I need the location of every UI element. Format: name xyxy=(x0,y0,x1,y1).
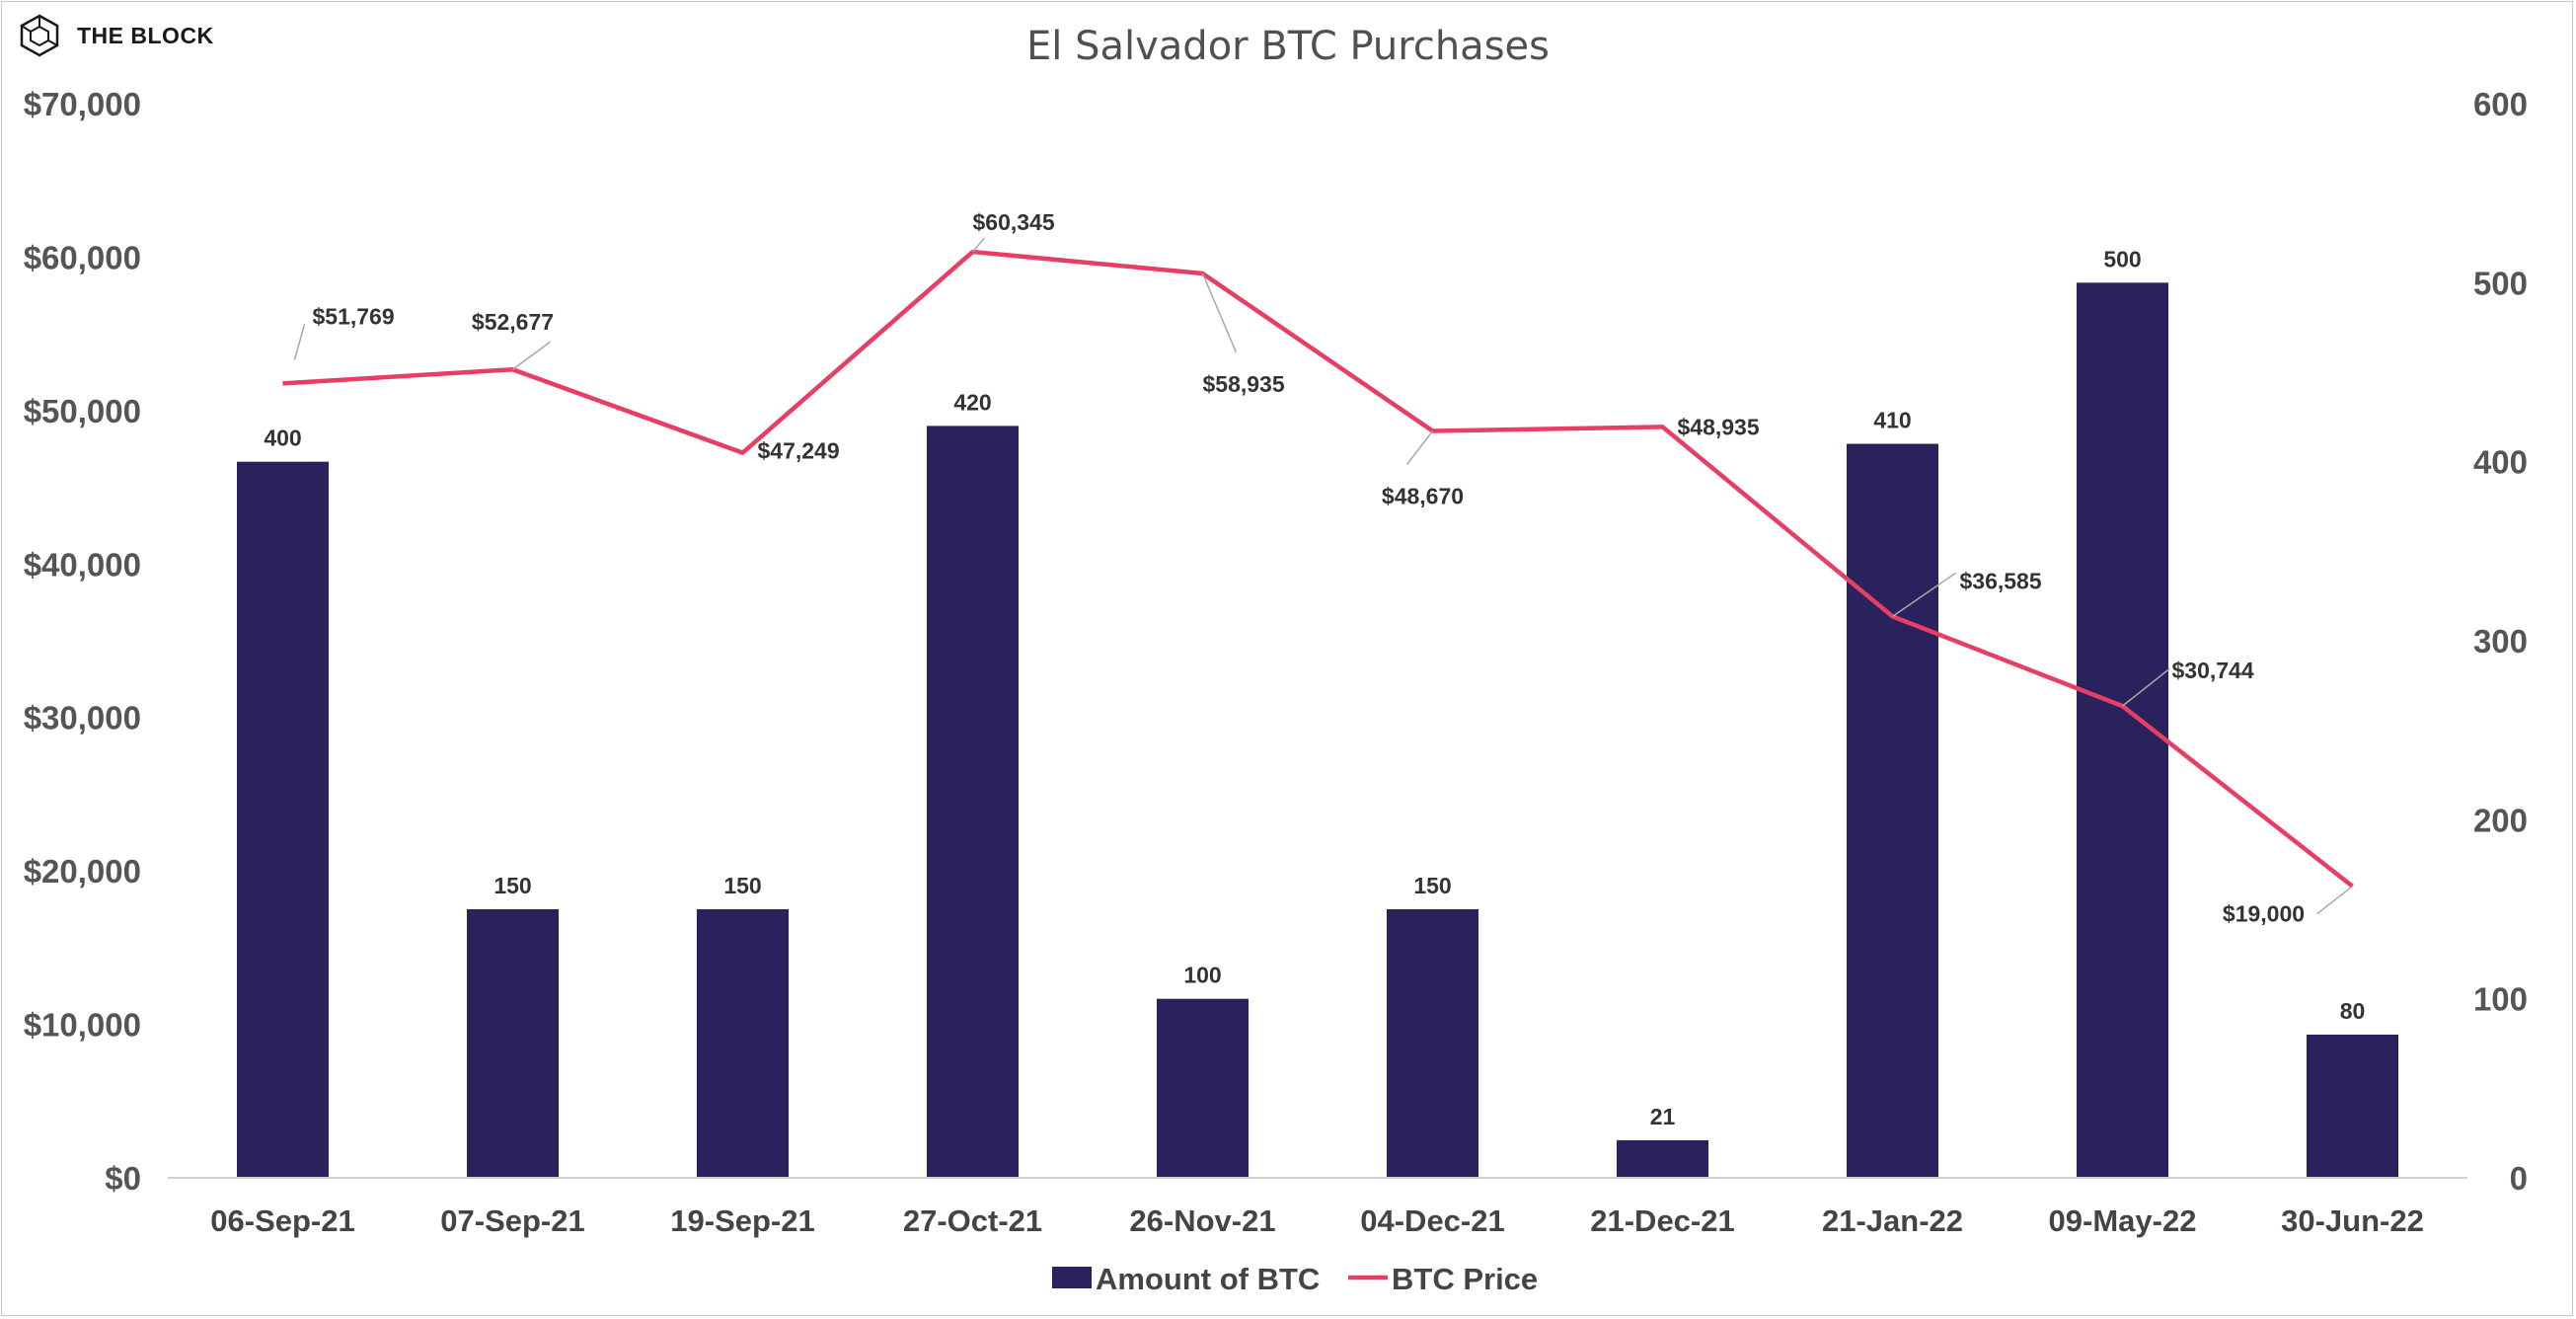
price-label-leader-line xyxy=(1405,430,1434,465)
price-line xyxy=(282,249,2354,889)
y-left-tick-label: $10,000 xyxy=(24,1007,141,1044)
bar-value-label: 21 xyxy=(1650,1104,1676,1129)
price-value-label: $58,935 xyxy=(1203,371,1285,397)
price-label-leader-line xyxy=(1892,572,1956,617)
x-tick-label: 26-Nov-21 xyxy=(1129,1203,1275,1238)
price-label-leader-line xyxy=(293,324,306,360)
brand-name: THE BLOCK xyxy=(77,22,214,48)
x-tick-label: 21-Jan-22 xyxy=(1822,1203,1963,1238)
price-line-series: $51,769 $52,677 $47,249 $60,345 $58,935 $48,6… xyxy=(282,209,2354,927)
price-value-label: $36,585 xyxy=(1960,568,2042,593)
legend: Amount of BTC BTC Price xyxy=(1052,1262,1538,1296)
price-value-label: $48,670 xyxy=(1382,484,1464,509)
x-tick-label: 06-Sep-21 xyxy=(210,1203,354,1238)
price-label-leader-line xyxy=(1201,272,1238,353)
legend-label-btc-price: BTC Price xyxy=(1392,1262,1538,1296)
price-value-label: $19,000 xyxy=(2223,901,2305,927)
bar xyxy=(237,461,329,1179)
bar xyxy=(1617,1139,1708,1178)
price-label-leader-line xyxy=(971,237,986,253)
y-left-tick-label: $30,000 xyxy=(24,700,141,737)
bar-value-label: 500 xyxy=(2103,246,2141,272)
y-left-tick-label: $0 xyxy=(105,1160,141,1197)
legend-swatch-amount-of-btc xyxy=(1052,1267,1092,1288)
x-tick-label: 19-Sep-21 xyxy=(670,1203,814,1238)
price-label-leader-line xyxy=(2122,667,2170,707)
y-right-tick-label: 100 xyxy=(2473,981,2528,1018)
y-right-tick-label: 0 xyxy=(2510,1160,2528,1197)
the-block-logo-icon xyxy=(20,14,59,57)
bar xyxy=(927,426,1019,1178)
chart-title: El Salvador BTC Purchases xyxy=(1026,24,1550,69)
y-right-tick-label: 500 xyxy=(2473,265,2528,301)
x-tick-label: 09-May-22 xyxy=(2049,1203,2197,1238)
legend-label-amount-of-btc: Amount of BTC xyxy=(1096,1262,1320,1296)
x-tick-label: 21-Dec-21 xyxy=(1590,1203,1734,1238)
y-left-tick-label: $50,000 xyxy=(24,393,141,429)
price-value-label: $48,935 xyxy=(1678,414,1760,439)
y-left-tick-label: $70,000 xyxy=(24,86,141,122)
bar-value-label: 400 xyxy=(264,426,301,451)
price-value-label: $52,677 xyxy=(472,309,554,335)
bar-value-label: 80 xyxy=(2340,998,2366,1024)
price-label-leader-line xyxy=(512,341,551,370)
price-value-label: $60,345 xyxy=(973,209,1055,235)
bar xyxy=(697,909,789,1178)
bar-value-label: 100 xyxy=(1183,963,1221,988)
bar-value-label: 150 xyxy=(1413,873,1451,898)
bar-value-label: 150 xyxy=(493,873,531,898)
y-left-tick-label: $60,000 xyxy=(24,239,141,275)
bar-value-label: 420 xyxy=(953,389,991,415)
price-value-label: $51,769 xyxy=(313,303,395,329)
y-right-tick-label: 300 xyxy=(2473,623,2528,660)
price-value-label: $47,249 xyxy=(758,438,840,464)
y-left-tick-label: $20,000 xyxy=(24,853,141,890)
bar xyxy=(467,909,559,1178)
left-axis: $0 $10,000 $20,000 $30,000 $40,000 $50,000 $60… xyxy=(24,86,141,1197)
brand: THE BLOCK xyxy=(18,14,214,57)
x-tick-label: 04-Dec-21 xyxy=(1360,1203,1504,1238)
x-tick-label: 27-Oct-21 xyxy=(903,1203,1042,1238)
bar-value-label: 150 xyxy=(723,873,761,898)
bar xyxy=(1847,443,1938,1178)
bar-value-label: 410 xyxy=(1873,408,1911,433)
x-tick-label: 07-Sep-21 xyxy=(440,1203,584,1238)
bar xyxy=(2307,1034,2398,1178)
bar xyxy=(1157,998,1249,1178)
y-right-tick-label: 600 xyxy=(2473,86,2528,122)
y-right-tick-label: 200 xyxy=(2473,802,2528,838)
x-axis: 06-Sep-21 07-Sep-21 19-Sep-21 27-Oct-21 26-N… xyxy=(210,1203,2424,1238)
bar xyxy=(1387,909,1478,1178)
price-label-leader-line xyxy=(2316,886,2353,915)
x-tick-label: 30-Jun-22 xyxy=(2281,1203,2424,1238)
price-value-label: $30,744 xyxy=(2172,658,2254,683)
y-right-tick-label: 400 xyxy=(2473,444,2528,481)
right-axis: 0 100 200 300 400 500 600 xyxy=(2473,86,2528,1197)
y-left-tick-label: $40,000 xyxy=(24,546,141,582)
